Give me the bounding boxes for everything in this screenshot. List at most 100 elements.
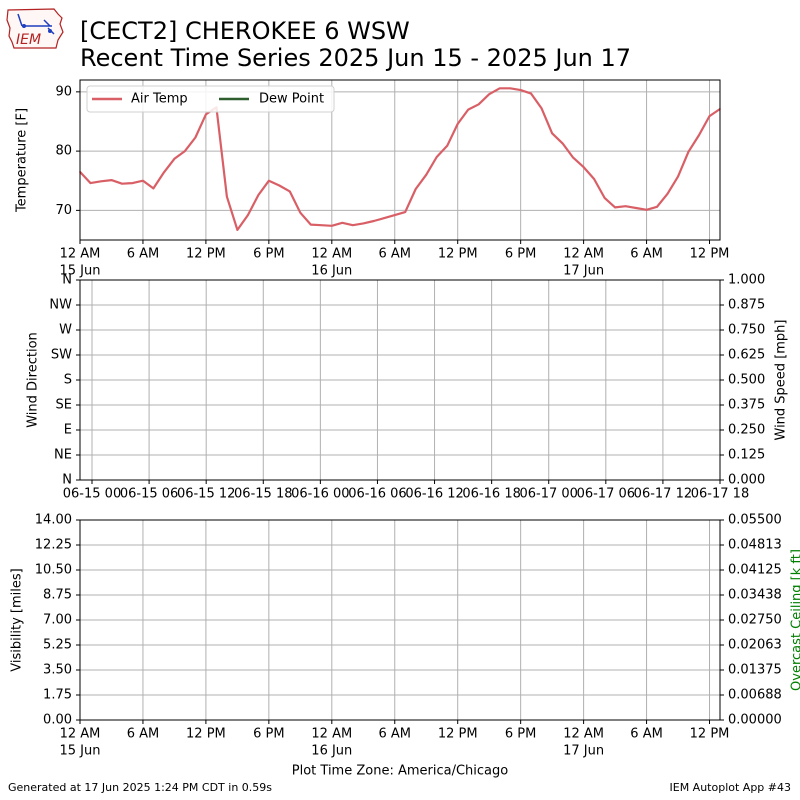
visibility-tick-label: 7.00 [43, 613, 72, 628]
ceiling-axis-label: Overcast Ceiling [k ft] [790, 549, 800, 691]
wind-dir-tick-label: SE [56, 398, 72, 413]
ceiling-tick-label: 0.05500 [728, 513, 782, 528]
temp-x-tick-label: 12 AM [60, 247, 101, 262]
wind-dir-tick-label: E [64, 423, 72, 438]
air-temp-point [236, 229, 239, 231]
wind-dir-tick-label: N [62, 273, 72, 288]
air-temp-point [446, 144, 449, 147]
temp-x-tick-label: 12 PM [186, 247, 226, 262]
visibility-tick-label: 12.25 [35, 538, 72, 553]
air-temp-point [351, 224, 354, 226]
air-temp-point [561, 142, 564, 145]
vis-x-tick-label: 12 PM [690, 727, 730, 742]
temp-x-tick-label: 6 AM [630, 247, 663, 262]
vis-x-tick-label: 12 PM [438, 727, 478, 742]
vis-x-tick-label: 6 AM [127, 727, 160, 742]
air-temp-point [488, 93, 490, 96]
visibility-tick-label: 8.75 [43, 588, 72, 603]
air-temp-point [551, 132, 553, 135]
wind-x-tick-label: 06-17 18 [691, 487, 749, 502]
temp-x-tick-label: 6 PM [505, 247, 536, 262]
air-temp-point [100, 180, 102, 183]
air-temp-point [519, 89, 522, 91]
wind-x-tick-label: 06-16 12 [405, 487, 463, 502]
air-temp-point [656, 206, 658, 208]
vis-x-tick-label: 6 AM [378, 727, 411, 742]
vis-x-tick-label: 6 AM [630, 727, 663, 742]
air-temp-point [435, 156, 438, 158]
wind-speed-tick-label: 0.750 [728, 323, 765, 338]
vis-x-date-label: 16 Jun [311, 744, 352, 759]
air-temp-point [624, 205, 627, 208]
air-temp-point [289, 190, 291, 193]
air-temp-point [131, 182, 134, 184]
air-temp-point [540, 107, 543, 110]
visibility-tick-label: 0.00 [43, 713, 72, 728]
vis-axes-frame [79, 519, 721, 721]
temp-x-tick-label: 6 AM [127, 247, 160, 262]
air-temp-point [666, 192, 669, 195]
air-temp-point [341, 222, 344, 224]
air-temp-point [268, 179, 270, 182]
air-temp-point [645, 208, 648, 211]
air-temp-point [708, 115, 711, 117]
vis-x-tick-label: 6 PM [253, 727, 284, 742]
wind-speed-axis-label: Wind Speed [mph] [774, 320, 789, 441]
air-temp-point [456, 123, 459, 125]
wind-x-tick-label: 06-17 00 [520, 487, 578, 502]
legend-label-air-temp: Air Temp [131, 92, 188, 107]
wind-x-tick-label: 06-15 12 [177, 487, 235, 502]
air-temp-point [593, 178, 595, 180]
temp-legend-box [86, 85, 335, 113]
air-temp-point [477, 103, 480, 106]
temp-x-tick-label: 12 PM [438, 247, 478, 262]
temp-x-tick-label: 6 PM [253, 247, 284, 262]
temp-axes-frame [79, 79, 721, 241]
air-temp-point [498, 87, 501, 90]
footer-generated: Generated at 17 Jun 2025 1:24 PM CDT in … [8, 781, 273, 794]
air-temp-point [603, 197, 606, 199]
ceiling-tick-label: 0.04813 [728, 538, 782, 553]
air-temp-point [89, 182, 92, 184]
visibility-tick-label: 5.25 [43, 638, 72, 653]
ceiling-tick-label: 0.00688 [728, 688, 782, 703]
air-temp-point [383, 217, 386, 219]
air-temp-point [677, 175, 679, 178]
ceiling-tick-label: 0.04125 [728, 563, 782, 578]
air-temp-point [425, 174, 428, 176]
chart-title: [CECT2] CHEROKEE 6 WSW [80, 17, 410, 45]
wind-x-tick-label: 06-16 18 [462, 487, 520, 502]
air-temp-point [310, 223, 312, 226]
wind-x-tick-label: 06-17 12 [634, 487, 692, 502]
ceiling-tick-label: 0.03438 [728, 588, 782, 603]
air-temp-point [614, 206, 616, 209]
air-temp-point [414, 188, 417, 190]
wind-axes-frame [79, 279, 721, 481]
wind-speed-tick-label: 0.375 [728, 398, 765, 413]
air-temp-point [184, 150, 186, 152]
plot-timezone-label: Plot Time Zone: America/Chicago [292, 764, 508, 779]
ceiling-tick-label: 0.00000 [728, 713, 782, 728]
wind-speed-tick-label: 0.500 [728, 373, 765, 388]
visibility-tick-label: 10.50 [35, 563, 72, 578]
wind-speed-tick-label: 0.125 [728, 448, 765, 463]
visibility-tick-label: 3.50 [43, 663, 72, 678]
wind-x-tick-label: 06-17 06 [577, 487, 635, 502]
wind-x-tick-label: 06-16 00 [291, 487, 349, 502]
wind-x-tick-label: 06-15 06 [120, 487, 178, 502]
wind-dir-tick-label: NW [49, 298, 72, 313]
ceiling-tick-label: 0.01375 [728, 663, 782, 678]
air-temp-point [635, 207, 637, 209]
air-temp-point [530, 92, 532, 95]
air-temp-point [194, 136, 197, 139]
vis-x-tick-label: 12 AM [311, 727, 352, 742]
visibility-tick-label: 1.75 [43, 688, 72, 703]
temp-y-tick-label: 70 [55, 203, 72, 218]
air-temp-point [393, 214, 396, 216]
temp-x-tick-label: 12 AM [563, 247, 604, 262]
air-temp-point [278, 184, 281, 187]
temp-y-tick-label: 90 [55, 84, 72, 99]
air-temp-point [372, 220, 375, 222]
air-temp-point [320, 224, 323, 226]
wind-x-tick-label: 06-15 18 [234, 487, 292, 502]
